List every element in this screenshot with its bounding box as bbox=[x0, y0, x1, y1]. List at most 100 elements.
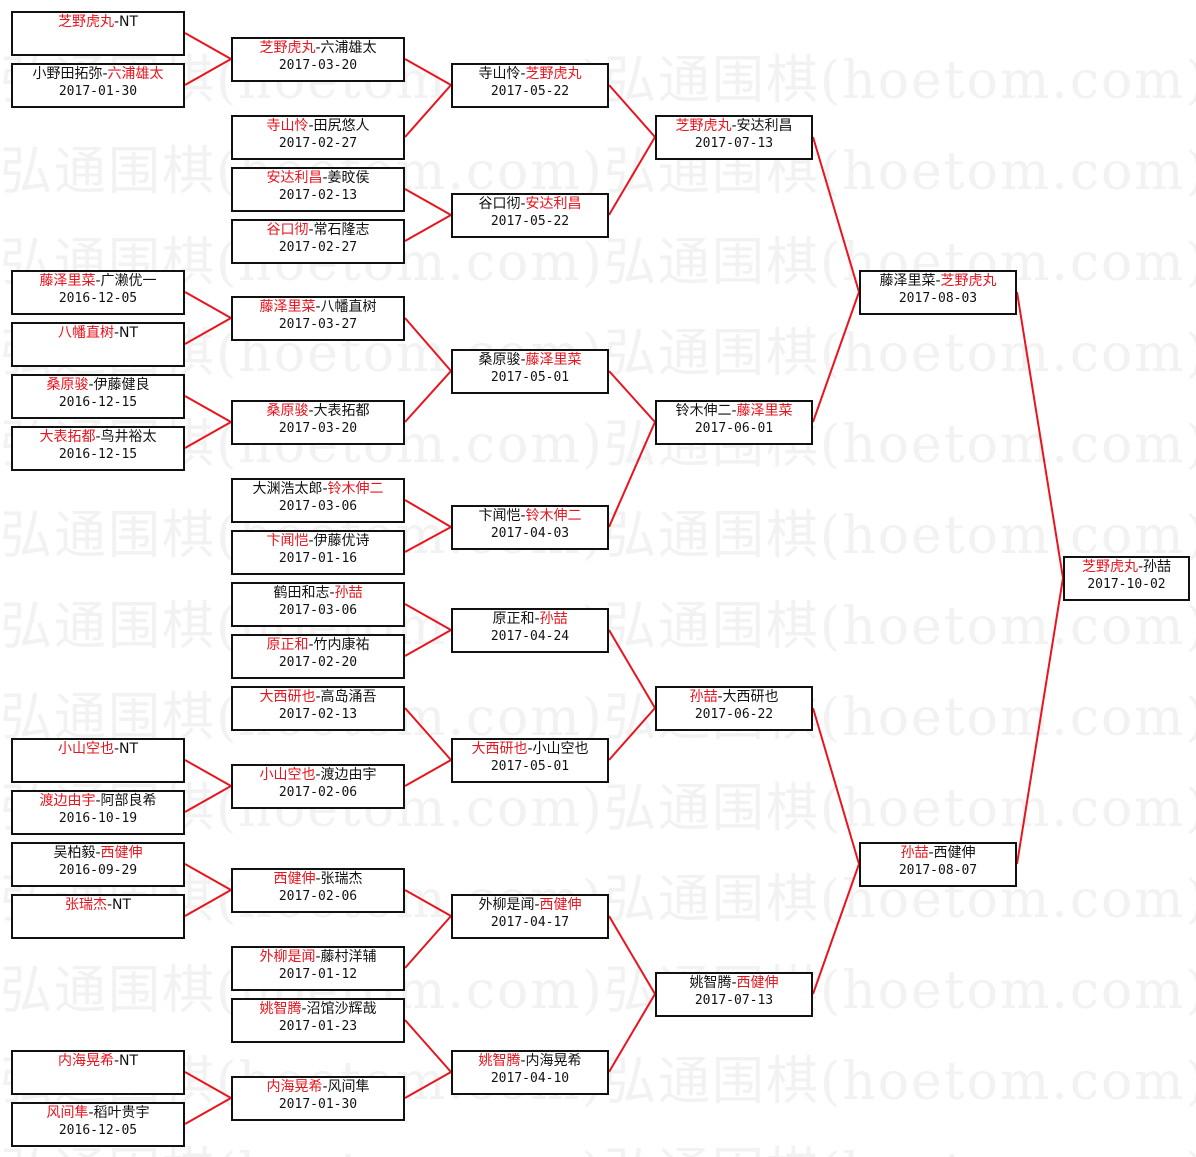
connector-line bbox=[812, 136, 860, 293]
winner-name: 姚智腾 bbox=[478, 1053, 521, 1069]
winner-name: 风间隼 bbox=[46, 1105, 89, 1121]
match-date: 2017-10-02 bbox=[1087, 577, 1166, 592]
player-name: 姚智腾 bbox=[689, 975, 732, 991]
player-name: 八幡直树 bbox=[320, 299, 377, 315]
winner-name: 谷口彻 bbox=[266, 222, 309, 238]
match-box: 大表拓都-鸟井裕太 2016-12-15 bbox=[11, 426, 185, 471]
player-name: 大西研也 bbox=[722, 689, 779, 705]
match-date: 2017-04-03 bbox=[490, 526, 570, 541]
winner-name: 寺山怜 bbox=[266, 118, 309, 134]
player-name: 稻叶贵宇 bbox=[93, 1105, 150, 1121]
match-players: 姚智腾-内海晃希 bbox=[453, 1052, 607, 1070]
connector-line bbox=[184, 58, 232, 86]
match-date: 2017-02-27 bbox=[278, 240, 358, 255]
match-date: 2017-01-30 bbox=[58, 84, 138, 99]
connector-line bbox=[404, 915, 452, 969]
separator: - bbox=[534, 611, 540, 627]
connector-line bbox=[404, 707, 452, 761]
match-players: 西健伸-张瑞杰 bbox=[233, 870, 403, 888]
separator: - bbox=[527, 741, 533, 757]
separator: - bbox=[88, 1105, 94, 1121]
separator: - bbox=[308, 118, 314, 134]
winner-name: 卞闻恺 bbox=[266, 533, 309, 549]
player-name: 桑原骏 bbox=[478, 352, 521, 368]
winner-name: 芝野虎丸 bbox=[1081, 559, 1138, 575]
winner-name: 西健伸 bbox=[736, 975, 779, 991]
match-box: 藤泽里菜-芝野虎丸 2017-08-03 bbox=[859, 270, 1017, 315]
match-date: 2017-04-24 bbox=[490, 629, 570, 644]
separator: - bbox=[315, 299, 321, 315]
player-name: NT bbox=[119, 14, 139, 30]
player-name: 田尻悠人 bbox=[313, 118, 370, 134]
match-box: 桑原骏-藤泽里菜 2017-05-01 bbox=[451, 349, 609, 394]
match-players: 安达利昌-姜旼侯 bbox=[233, 169, 403, 187]
winner-name: 外柳是闻 bbox=[259, 949, 316, 965]
winner-name: 原正和 bbox=[266, 637, 309, 653]
separator: - bbox=[520, 1053, 526, 1069]
connector-line bbox=[404, 370, 452, 423]
separator: - bbox=[322, 481, 328, 497]
connector-line bbox=[184, 421, 232, 449]
player-name: 卞闻恺 bbox=[478, 508, 521, 524]
player-name: 原正和 bbox=[492, 611, 535, 627]
match-box: 孙喆-大西研也 2017-06-22 bbox=[655, 686, 813, 731]
winner-name: 大西研也 bbox=[471, 741, 528, 757]
match-date: 2017-05-22 bbox=[490, 84, 570, 99]
winner-name: 藤泽里菜 bbox=[259, 299, 316, 315]
winner-name: 藤泽里菜 bbox=[736, 403, 793, 419]
separator: - bbox=[717, 689, 723, 705]
connector-line bbox=[184, 317, 232, 345]
match-players: 寺山怜-田尻悠人 bbox=[233, 117, 403, 135]
player-name: 藤村洋辅 bbox=[320, 949, 377, 965]
connector-line bbox=[608, 370, 656, 423]
separator: - bbox=[520, 66, 526, 82]
match-players: 寺山怜-芝野虎丸 bbox=[453, 65, 607, 83]
player-name: 寺山怜 bbox=[478, 66, 521, 82]
match-players: 芝野虎丸-孙喆 bbox=[1065, 558, 1188, 576]
match-players: 桑原骏-伊藤健良 bbox=[13, 376, 183, 394]
connector-line bbox=[184, 395, 232, 423]
match-date: 2017-03-06 bbox=[278, 603, 358, 618]
winner-name: 铃木伸二 bbox=[525, 508, 582, 524]
separator: - bbox=[315, 40, 321, 56]
player-name: 广濑优一 bbox=[100, 273, 157, 289]
match-players: 吴柏毅-西健伸 bbox=[13, 844, 183, 862]
winner-name: 西健伸 bbox=[100, 845, 143, 861]
winner-name: 小山空也 bbox=[259, 767, 316, 783]
winner-name: 大西研也 bbox=[259, 689, 316, 705]
match-box: 寺山怜-田尻悠人 2017-02-27 bbox=[231, 115, 405, 160]
separator: - bbox=[308, 533, 314, 549]
player-name: 姜旼侯 bbox=[327, 170, 370, 186]
player-name: 大渊浩太郎 bbox=[252, 481, 323, 497]
match-date: 2017-02-13 bbox=[278, 707, 358, 722]
connector-line bbox=[608, 136, 656, 216]
match-box: 外柳是闻-藤村洋辅 2017-01-12 bbox=[231, 946, 405, 991]
connector-line bbox=[404, 526, 452, 553]
player-name: 竹内康祐 bbox=[313, 637, 370, 653]
connector-line bbox=[404, 188, 452, 216]
player-name: NT bbox=[119, 325, 139, 341]
winner-name: 芝野虎丸 bbox=[259, 40, 316, 56]
connector-line bbox=[184, 759, 232, 787]
match-box: 寺山怜-芝野虎丸 2017-05-22 bbox=[451, 63, 609, 108]
player-name: 铃木伸二 bbox=[675, 403, 732, 419]
match-players: 孙喆-大西研也 bbox=[657, 688, 811, 706]
winner-name: 芝野虎丸 bbox=[57, 14, 114, 30]
winner-name: 孙喆 bbox=[900, 845, 929, 861]
separator: - bbox=[520, 196, 526, 212]
match-box: 张瑞杰-NT bbox=[11, 894, 185, 939]
match-date: 2017-08-07 bbox=[898, 863, 978, 878]
match-box: 芝野虎丸-NT bbox=[11, 11, 185, 56]
connector-line bbox=[812, 863, 860, 995]
winner-name: 芝野虎丸 bbox=[675, 118, 732, 134]
match-box: 孙喆-西健伸 2017-08-07 bbox=[859, 842, 1017, 887]
match-box: 大西研也-高岛涌吾 2017-02-13 bbox=[231, 686, 405, 731]
separator: - bbox=[106, 897, 113, 913]
match-box: 芝野虎丸-六浦雄太 2017-03-20 bbox=[231, 37, 405, 82]
match-date: 2017-04-17 bbox=[490, 915, 570, 930]
match-box: 小山空也-NT bbox=[11, 738, 185, 783]
match-players: 外柳是闻-藤村洋辅 bbox=[233, 948, 403, 966]
match-box: 藤泽里菜-广濑优一 2016-12-05 bbox=[11, 270, 185, 315]
player-name: NT bbox=[119, 741, 139, 757]
match-box: 吴柏毅-西健伸 2016-09-29 bbox=[11, 842, 185, 887]
